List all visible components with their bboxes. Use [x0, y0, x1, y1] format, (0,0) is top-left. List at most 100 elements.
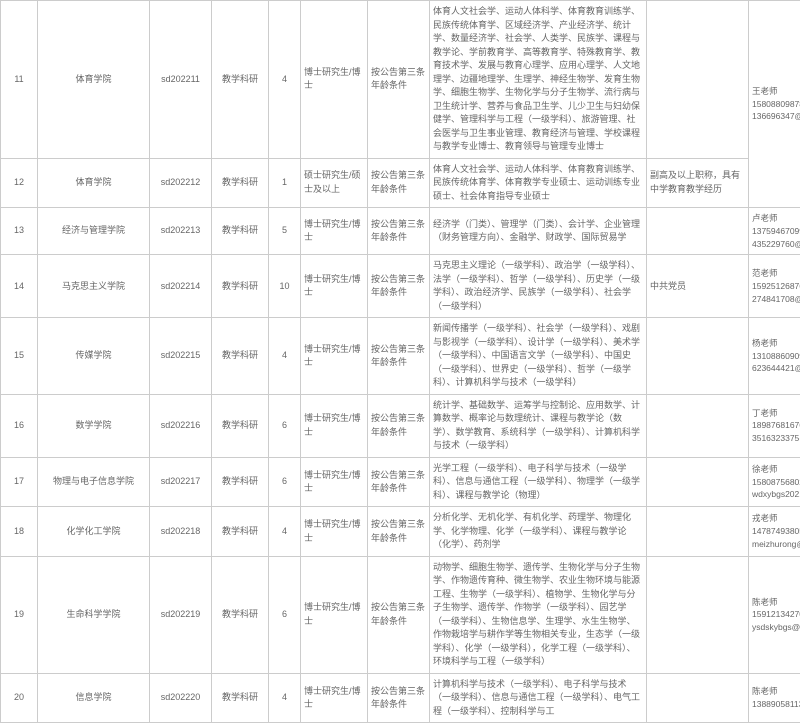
- num-cell: 6: [269, 457, 301, 507]
- table-row: 13经济与管理学院sd202213教学科研5博士研究生/博士按公告第三条年龄条件…: [1, 208, 800, 255]
- dept-cell: 信息学院: [38, 673, 150, 723]
- table-row: 11体育学院sd202211教学科研4博士研究生/博士按公告第三条年龄条件体育人…: [1, 1, 800, 159]
- recruitment-table: 11体育学院sd202211教学科研4博士研究生/博士按公告第三条年龄条件体育人…: [0, 0, 800, 723]
- post-cell: 教学科研: [212, 158, 269, 208]
- req-cell: [647, 394, 749, 457]
- code-cell: sd202211: [150, 1, 212, 159]
- post-cell: 教学科研: [212, 208, 269, 255]
- post-cell: 教学科研: [212, 1, 269, 159]
- major-cell: 统计学、基础数学、运筹学与控制论、应用数学、计算数学、概率论与数理统计、课程与教…: [430, 394, 647, 457]
- num-cell: 4: [269, 318, 301, 395]
- code-cell: sd202219: [150, 556, 212, 673]
- req-cell: [647, 556, 749, 673]
- req-cell: [647, 507, 749, 557]
- post-cell: 教学科研: [212, 556, 269, 673]
- req-cell: 中共党员: [647, 255, 749, 318]
- req-cell: [647, 208, 749, 255]
- num-cell: 4: [269, 1, 301, 159]
- dept-cell: 马克思主义学院: [38, 255, 150, 318]
- idx-cell: 13: [1, 208, 38, 255]
- idx-cell: 19: [1, 556, 38, 673]
- contact-cell: 徐老师15808756802wdxybgs2021@163.com: [749, 457, 800, 507]
- num-cell: 4: [269, 507, 301, 557]
- num-cell: 6: [269, 556, 301, 673]
- dept-cell: 化学化工学院: [38, 507, 150, 557]
- major-cell: 马克思主义理论（一级学科）、政治学（一级学科）、法学（一级学科）、哲学（一级学科…: [430, 255, 647, 318]
- dept-cell: 体育学院: [38, 1, 150, 159]
- req-cell: [647, 673, 749, 723]
- code-cell: sd202215: [150, 318, 212, 395]
- edu-cell: 博士研究生/博士: [301, 556, 368, 673]
- edu-cell: 博士研究生/博士: [301, 394, 368, 457]
- code-cell: sd202218: [150, 507, 212, 557]
- age-cell: 按公告第三条年龄条件: [368, 158, 430, 208]
- contact-cell: 陈老师13889058113: [749, 673, 800, 723]
- contact-cell: 丁老师189876816763516323375@qq.com: [749, 394, 800, 457]
- age-cell: 按公告第三条年龄条件: [368, 255, 430, 318]
- num-cell: 10: [269, 255, 301, 318]
- dept-cell: 经济与管理学院: [38, 208, 150, 255]
- edu-cell: 博士研究生/博士: [301, 318, 368, 395]
- major-cell: 体育人文社会学、运动人体科学、体育教育训练学、民族传统体育学、区域经济学、产业经…: [430, 1, 647, 159]
- age-cell: 按公告第三条年龄条件: [368, 1, 430, 159]
- post-cell: 教学科研: [212, 318, 269, 395]
- idx-cell: 16: [1, 394, 38, 457]
- num-cell: 4: [269, 673, 301, 723]
- num-cell: 6: [269, 394, 301, 457]
- table-row: 16数学学院sd202216教学科研6博士研究生/博士按公告第三条年龄条件统计学…: [1, 394, 800, 457]
- age-cell: 按公告第三条年龄条件: [368, 673, 430, 723]
- major-cell: 经济学（门类）、管理学（门类）、会计学、企业管理（财务管理方向）、金融学、财政学…: [430, 208, 647, 255]
- age-cell: 按公告第三条年龄条件: [368, 394, 430, 457]
- major-cell: 体育人文社会学、运动人体科学、体育教育训练学、民族传统体育学、体育教学专业硕士、…: [430, 158, 647, 208]
- contact-cell: 陈老师15912134270ysdskybgs@163.com: [749, 556, 800, 673]
- idx-cell: 11: [1, 1, 38, 159]
- edu-cell: 博士研究生/博士: [301, 208, 368, 255]
- post-cell: 教学科研: [212, 394, 269, 457]
- table-row: 12体育学院sd202212教学科研1硕士研究生/硕士及以上按公告第三条年龄条件…: [1, 158, 800, 208]
- post-cell: 教学科研: [212, 507, 269, 557]
- code-cell: sd202214: [150, 255, 212, 318]
- major-cell: 分析化学、无机化学、有机化学、药理学、物理化学、化学物理、化学（一级学科）、课程…: [430, 507, 647, 557]
- idx-cell: 17: [1, 457, 38, 507]
- table-row: 15传媒学院sd202215教学科研4博士研究生/博士按公告第三条年龄条件新闻传…: [1, 318, 800, 395]
- contact-cell: 王老师15808809878136696347@qq.com: [749, 1, 800, 208]
- num-cell: 1: [269, 158, 301, 208]
- idx-cell: 12: [1, 158, 38, 208]
- table-row: 19生命科学学院sd202219教学科研6博士研究生/博士按公告第三条年龄条件动…: [1, 556, 800, 673]
- contact-cell: 戎老师14787493805meizhurong@foxmail.com: [749, 507, 800, 557]
- idx-cell: 20: [1, 673, 38, 723]
- req-cell: [647, 457, 749, 507]
- code-cell: sd202216: [150, 394, 212, 457]
- code-cell: sd202212: [150, 158, 212, 208]
- table-row: 17物理与电子信息学院sd202217教学科研6博士研究生/博士按公告第三条年龄…: [1, 457, 800, 507]
- table-row: 14马克思主义学院sd202214教学科研10博士研究生/博士按公告第三条年龄条…: [1, 255, 800, 318]
- major-cell: 光学工程（一级学科）、电子科学与技术（一级学科）、信息与通信工程（一级学科）、物…: [430, 457, 647, 507]
- age-cell: 按公告第三条年龄条件: [368, 318, 430, 395]
- code-cell: sd202217: [150, 457, 212, 507]
- contact-cell: 范老师15925126876274841708@qq.com: [749, 255, 800, 318]
- contact-cell: 杨老师13108860909623644421@qq.com: [749, 318, 800, 395]
- major-cell: 新闻传播学（一级学科）、社会学（一级学科）、戏剧与影视学（一级学科）、设计学（一…: [430, 318, 647, 395]
- edu-cell: 博士研究生/博士: [301, 255, 368, 318]
- dept-cell: 物理与电子信息学院: [38, 457, 150, 507]
- edu-cell: 博士研究生/博士: [301, 457, 368, 507]
- req-cell: 副高及以上职称，具有中学教育教学经历: [647, 158, 749, 208]
- major-cell: 计算机科学与技术（一级学科）、电子科学与技术（一级学科）、信息与通信工程（一级学…: [430, 673, 647, 723]
- req-cell: [647, 318, 749, 395]
- edu-cell: 博士研究生/博士: [301, 507, 368, 557]
- contact-cell: 卢老师13759467099435229760@qq.com: [749, 208, 800, 255]
- req-cell: [647, 1, 749, 159]
- age-cell: 按公告第三条年龄条件: [368, 457, 430, 507]
- age-cell: 按公告第三条年龄条件: [368, 208, 430, 255]
- code-cell: sd202213: [150, 208, 212, 255]
- edu-cell: 硕士研究生/硕士及以上: [301, 158, 368, 208]
- code-cell: sd202220: [150, 673, 212, 723]
- age-cell: 按公告第三条年龄条件: [368, 507, 430, 557]
- edu-cell: 博士研究生/博士: [301, 673, 368, 723]
- post-cell: 教学科研: [212, 255, 269, 318]
- age-cell: 按公告第三条年龄条件: [368, 556, 430, 673]
- edu-cell: 博士研究生/博士: [301, 1, 368, 159]
- post-cell: 教学科研: [212, 673, 269, 723]
- dept-cell: 体育学院: [38, 158, 150, 208]
- dept-cell: 传媒学院: [38, 318, 150, 395]
